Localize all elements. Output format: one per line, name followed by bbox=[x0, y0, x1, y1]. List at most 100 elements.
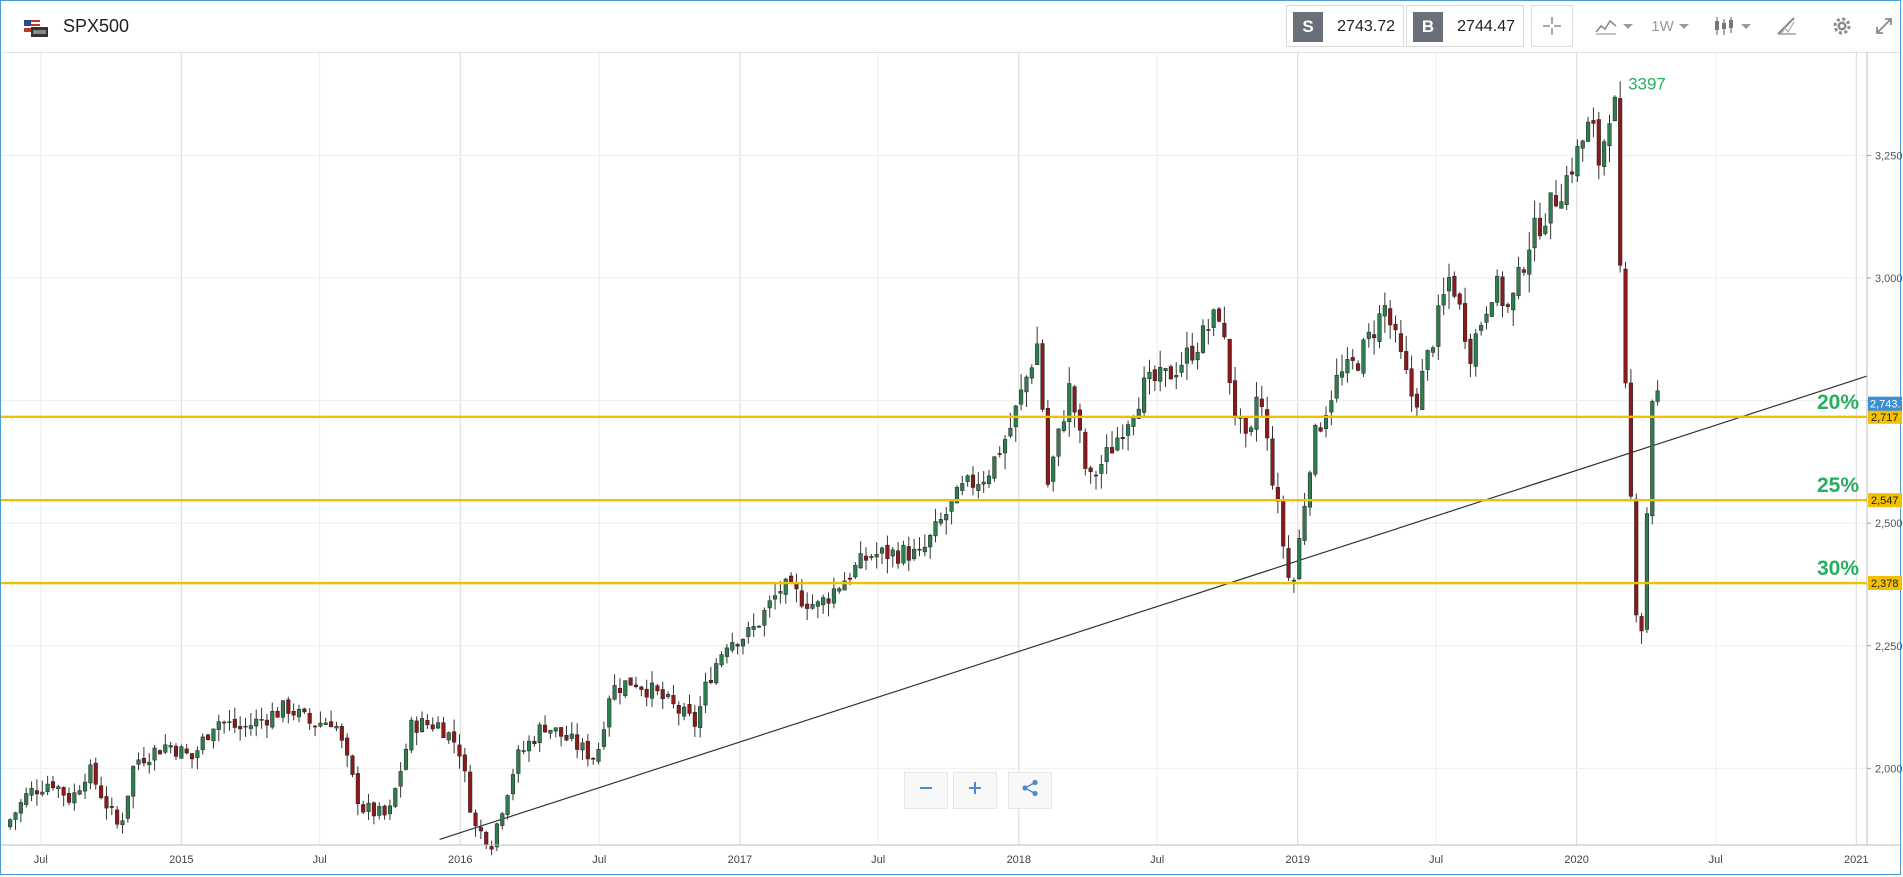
candle-body bbox=[623, 680, 628, 696]
candle-body bbox=[543, 724, 548, 733]
candle-body bbox=[1650, 401, 1655, 517]
x-tick-label: Jul bbox=[1150, 854, 1164, 866]
candle-body bbox=[853, 564, 858, 578]
candle-body bbox=[756, 625, 762, 628]
candle-body bbox=[922, 546, 927, 553]
sell-button[interactable]: S 2743.72 bbox=[1286, 5, 1404, 47]
candle-body bbox=[1655, 390, 1660, 402]
candle-body bbox=[329, 721, 334, 728]
candle-body bbox=[1623, 268, 1628, 384]
candle-body bbox=[1174, 375, 1179, 378]
candle-body bbox=[896, 550, 901, 564]
candle-body bbox=[644, 688, 649, 698]
candle-body bbox=[1072, 386, 1077, 413]
candle-body bbox=[821, 597, 826, 606]
zoom-out-icon bbox=[919, 781, 933, 800]
candle-body bbox=[296, 708, 302, 718]
candle-body bbox=[591, 757, 596, 760]
candle-body bbox=[1184, 347, 1189, 364]
candle-body bbox=[1521, 269, 1526, 273]
candle-body bbox=[1372, 334, 1377, 339]
timeframe-label: 1W bbox=[1651, 17, 1674, 35]
crosshair-button[interactable] bbox=[1531, 5, 1573, 47]
draw-button[interactable] bbox=[1766, 5, 1808, 47]
candle-body bbox=[1350, 357, 1355, 361]
candle-body bbox=[302, 708, 307, 713]
candle-body bbox=[986, 475, 992, 485]
candle-body bbox=[1147, 371, 1152, 380]
buy-button[interactable]: B 2744.47 bbox=[1406, 5, 1524, 47]
candle-body bbox=[510, 774, 516, 795]
chevron-down-icon bbox=[1678, 23, 1689, 29]
candle-body bbox=[730, 642, 735, 651]
candle-body bbox=[692, 712, 697, 727]
candle-body bbox=[1265, 409, 1270, 439]
candle-body bbox=[1591, 120, 1596, 124]
level-percent-label: 20% bbox=[1817, 391, 1859, 414]
candle-body bbox=[1366, 331, 1371, 339]
candle-body bbox=[179, 746, 184, 759]
candle-body bbox=[345, 737, 350, 756]
candle-body bbox=[773, 595, 778, 600]
candle-body bbox=[537, 724, 542, 743]
candle-body bbox=[1414, 393, 1419, 408]
candle-body bbox=[99, 785, 104, 799]
candle-body bbox=[1099, 464, 1104, 474]
zoom-in-button[interactable] bbox=[953, 772, 997, 809]
candle-body bbox=[1559, 201, 1564, 209]
candle-body bbox=[1532, 217, 1537, 249]
candle-body bbox=[168, 745, 173, 748]
last-price-text: 2,743.72 bbox=[1870, 399, 1902, 411]
candle-body bbox=[291, 711, 296, 716]
candle-body bbox=[473, 812, 478, 826]
candle-body bbox=[885, 544, 890, 560]
level-price-tag bbox=[1868, 409, 1902, 424]
price-chart[interactable]: Jul 2015 Jul 2016 Jul 2017 Jul 2018 Jul 2019 Jul 20… bbox=[1, 52, 1902, 876]
candle-body bbox=[1409, 368, 1414, 397]
candlestick-button[interactable] bbox=[1706, 5, 1756, 47]
x-tick-label: Jul bbox=[313, 854, 327, 866]
candle-body bbox=[50, 781, 56, 789]
candle-body bbox=[441, 722, 446, 739]
zoom-out-button[interactable] bbox=[904, 772, 948, 809]
candle-body bbox=[1580, 140, 1585, 149]
candle-body bbox=[104, 796, 109, 809]
candle-body bbox=[280, 700, 286, 718]
candle-body bbox=[532, 740, 537, 745]
candle-body bbox=[377, 806, 382, 816]
peak-price-label: 3397 bbox=[1628, 74, 1666, 93]
candle-body bbox=[1500, 276, 1505, 306]
candle-body bbox=[184, 748, 189, 754]
candle-body bbox=[1602, 141, 1607, 167]
candle-body bbox=[863, 555, 869, 561]
candle-body bbox=[1291, 579, 1296, 582]
candle-body bbox=[387, 805, 392, 815]
settings-button[interactable] bbox=[1821, 5, 1863, 47]
candle-body bbox=[789, 575, 794, 583]
candle-body bbox=[1259, 398, 1264, 407]
candle-body bbox=[446, 732, 451, 741]
symbol-title: SPX500 bbox=[63, 16, 130, 36]
levels bbox=[1, 415, 1867, 585]
candle-body bbox=[858, 553, 863, 569]
candle-body bbox=[1152, 369, 1157, 382]
grid bbox=[1, 52, 1867, 845]
expand-button[interactable] bbox=[1869, 5, 1899, 47]
candle-body bbox=[1425, 349, 1430, 370]
share-button[interactable] bbox=[1008, 772, 1052, 809]
candle-body bbox=[66, 793, 72, 803]
y-tick-label: 2,500 bbox=[1875, 518, 1902, 530]
x-tick-label: 2020 bbox=[1564, 854, 1588, 866]
candle-body bbox=[1457, 293, 1462, 305]
candle-body bbox=[815, 601, 820, 607]
level-price-tag bbox=[1868, 576, 1902, 591]
candle-body bbox=[1505, 304, 1510, 307]
candle-body bbox=[1200, 325, 1206, 353]
candle-body bbox=[1441, 294, 1446, 306]
candle-body bbox=[1216, 308, 1222, 322]
candle-body bbox=[746, 627, 751, 637]
candle-body bbox=[371, 802, 376, 817]
chart-type-button[interactable] bbox=[1586, 5, 1640, 47]
timeframe-select[interactable]: 1W bbox=[1646, 5, 1694, 47]
